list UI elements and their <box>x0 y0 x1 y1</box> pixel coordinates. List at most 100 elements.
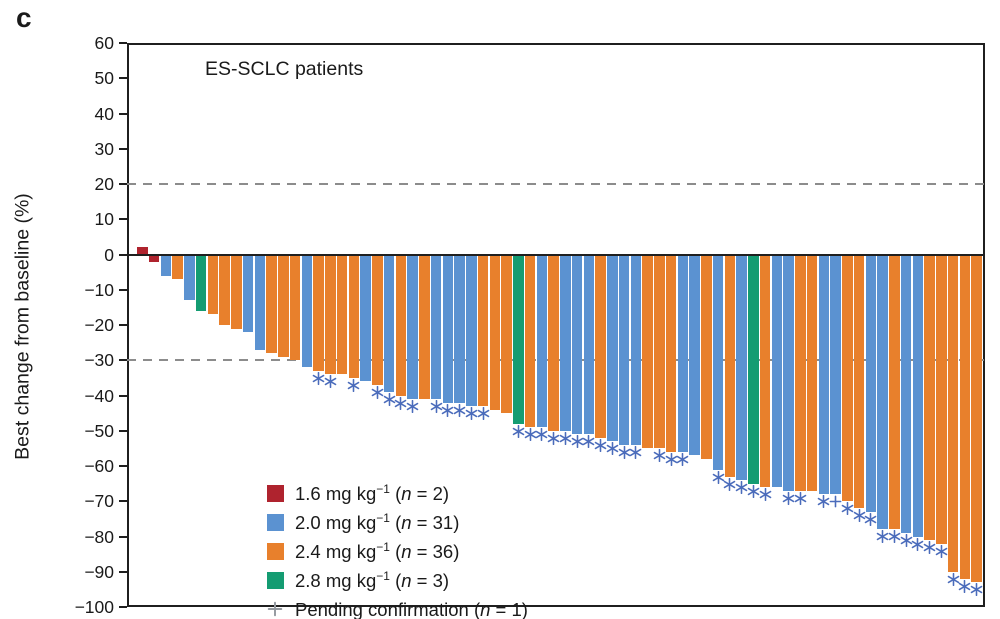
confirmed-marker <box>817 495 830 509</box>
y-tick-mark <box>119 253 127 256</box>
confirmed-marker <box>347 378 360 392</box>
confirmed-star-icon <box>477 407 489 421</box>
patient-bar <box>477 254 489 407</box>
chart-title: ES-SCLC patients <box>205 58 364 80</box>
y-tick-mark <box>119 535 127 538</box>
patient-bar <box>853 254 865 509</box>
patient-bar <box>560 254 571 431</box>
reference-line-20 <box>127 183 985 185</box>
confirmed-star-icon <box>394 396 407 410</box>
confirmed-marker <box>465 407 478 421</box>
confirmed-marker <box>676 452 689 466</box>
y-tick-label: 60 <box>94 33 114 53</box>
confirmed-marker <box>923 540 936 555</box>
patient-bar <box>571 254 583 435</box>
patient-bar <box>231 254 242 329</box>
patient-bar <box>759 254 771 488</box>
patient-bar <box>395 254 406 396</box>
panel-letter: c <box>16 2 32 33</box>
confirmed-marker <box>559 431 572 445</box>
confirmed-marker <box>477 407 490 421</box>
patient-bar <box>172 254 183 280</box>
confirmed-star-icon <box>606 442 619 456</box>
confirmed-star-icon <box>911 537 924 551</box>
patient-bar <box>724 254 735 477</box>
y-tick-label: −60 <box>84 456 114 476</box>
legend-item-label: 1.6 mg kg−1 (n = 2) <box>295 481 450 505</box>
y-tick-mark <box>119 288 127 291</box>
confirmed-star-icon <box>430 399 442 414</box>
y-tick-mark <box>119 429 127 432</box>
patient-bar <box>865 254 876 512</box>
confirmed-marker <box>618 445 631 459</box>
patient-bar <box>513 254 524 424</box>
patient-bar <box>219 254 230 325</box>
confirmed-star-icon <box>547 431 560 445</box>
patient-bar <box>419 254 430 400</box>
confirmed-star-icon <box>324 375 337 389</box>
legend-item-dose: 1.6 mg kg−1 (n = 2) <box>267 479 528 508</box>
zero-baseline <box>127 253 985 256</box>
confirmed-marker <box>430 399 443 414</box>
plot-area: ES-SCLC patients 1.6 mg kg−1 (n = 2) 2.0 … <box>127 43 985 619</box>
legend-item-dose: 2.0 mg kg−1 (n = 31) <box>267 508 528 537</box>
confirmed-star-icon <box>947 572 959 586</box>
pending-plus-icon <box>267 601 283 617</box>
patient-bar <box>877 254 888 530</box>
y-tick-mark <box>119 183 127 185</box>
confirmed-marker <box>958 579 971 593</box>
confirmed-star-icon <box>618 445 630 459</box>
confirmed-marker <box>653 449 666 463</box>
confirmed-star-icon <box>864 512 877 526</box>
legend-item-marker: Pending confirmation (n = 1) <box>267 595 528 619</box>
patient-bar <box>489 254 500 410</box>
patient-bar <box>654 254 665 449</box>
confirmed-marker <box>547 431 560 445</box>
confirmed-marker <box>900 533 913 548</box>
legend-item-label: 2.0 mg kg−1 (n = 31) <box>295 510 460 534</box>
confirmed-star-icon <box>347 378 360 392</box>
confirmed-marker <box>853 509 866 523</box>
y-tick-label: 40 <box>94 103 114 124</box>
patient-bar <box>900 254 912 533</box>
confirmed-marker <box>947 572 960 586</box>
patient-bar <box>548 254 559 431</box>
confirmed-marker <box>970 583 983 597</box>
patient-bar <box>242 254 254 333</box>
y-tick-mark <box>119 77 127 80</box>
patient-bar <box>442 254 453 403</box>
patient-bar <box>254 254 265 350</box>
patient-bar <box>818 254 829 495</box>
confirmed-marker <box>394 396 407 410</box>
patient-bar <box>137 247 148 255</box>
confirmed-star-icon <box>441 403 454 417</box>
confirmed-marker <box>441 403 454 417</box>
y-tick-label: 50 <box>94 68 114 89</box>
pending-plus-icon <box>829 495 842 508</box>
y-tick-mark <box>119 147 127 150</box>
confirmed-star-icon <box>817 495 830 509</box>
legend-item-label: Pending confirmation (n = 1) <box>295 598 528 619</box>
patient-bar <box>795 254 806 491</box>
patient-bar <box>689 254 700 456</box>
patient-bar <box>195 254 207 311</box>
confirmed-star-icon <box>782 491 795 505</box>
patient-bar <box>947 254 959 572</box>
confirmed-star-icon <box>653 449 666 463</box>
confirmed-marker <box>582 435 595 449</box>
confirmed-marker <box>665 452 678 466</box>
y-tick-mark <box>119 394 127 397</box>
confirmed-marker <box>712 470 725 484</box>
confirmed-star-icon <box>665 452 677 466</box>
patient-bar <box>184 254 195 301</box>
y-tick-label: 10 <box>94 209 114 230</box>
patient-bar <box>524 254 536 428</box>
patient-bar <box>783 254 794 491</box>
legend-swatch-icon <box>267 572 284 589</box>
patient-bar <box>830 254 841 495</box>
confirmed-marker <box>911 537 924 551</box>
confirmed-marker <box>312 371 325 385</box>
patient-bar <box>430 254 442 400</box>
legend-item-dose: 2.8 mg kg−1 (n = 3) <box>267 566 528 595</box>
legend-item-label: 2.8 mg kg−1 (n = 3) <box>295 568 450 592</box>
